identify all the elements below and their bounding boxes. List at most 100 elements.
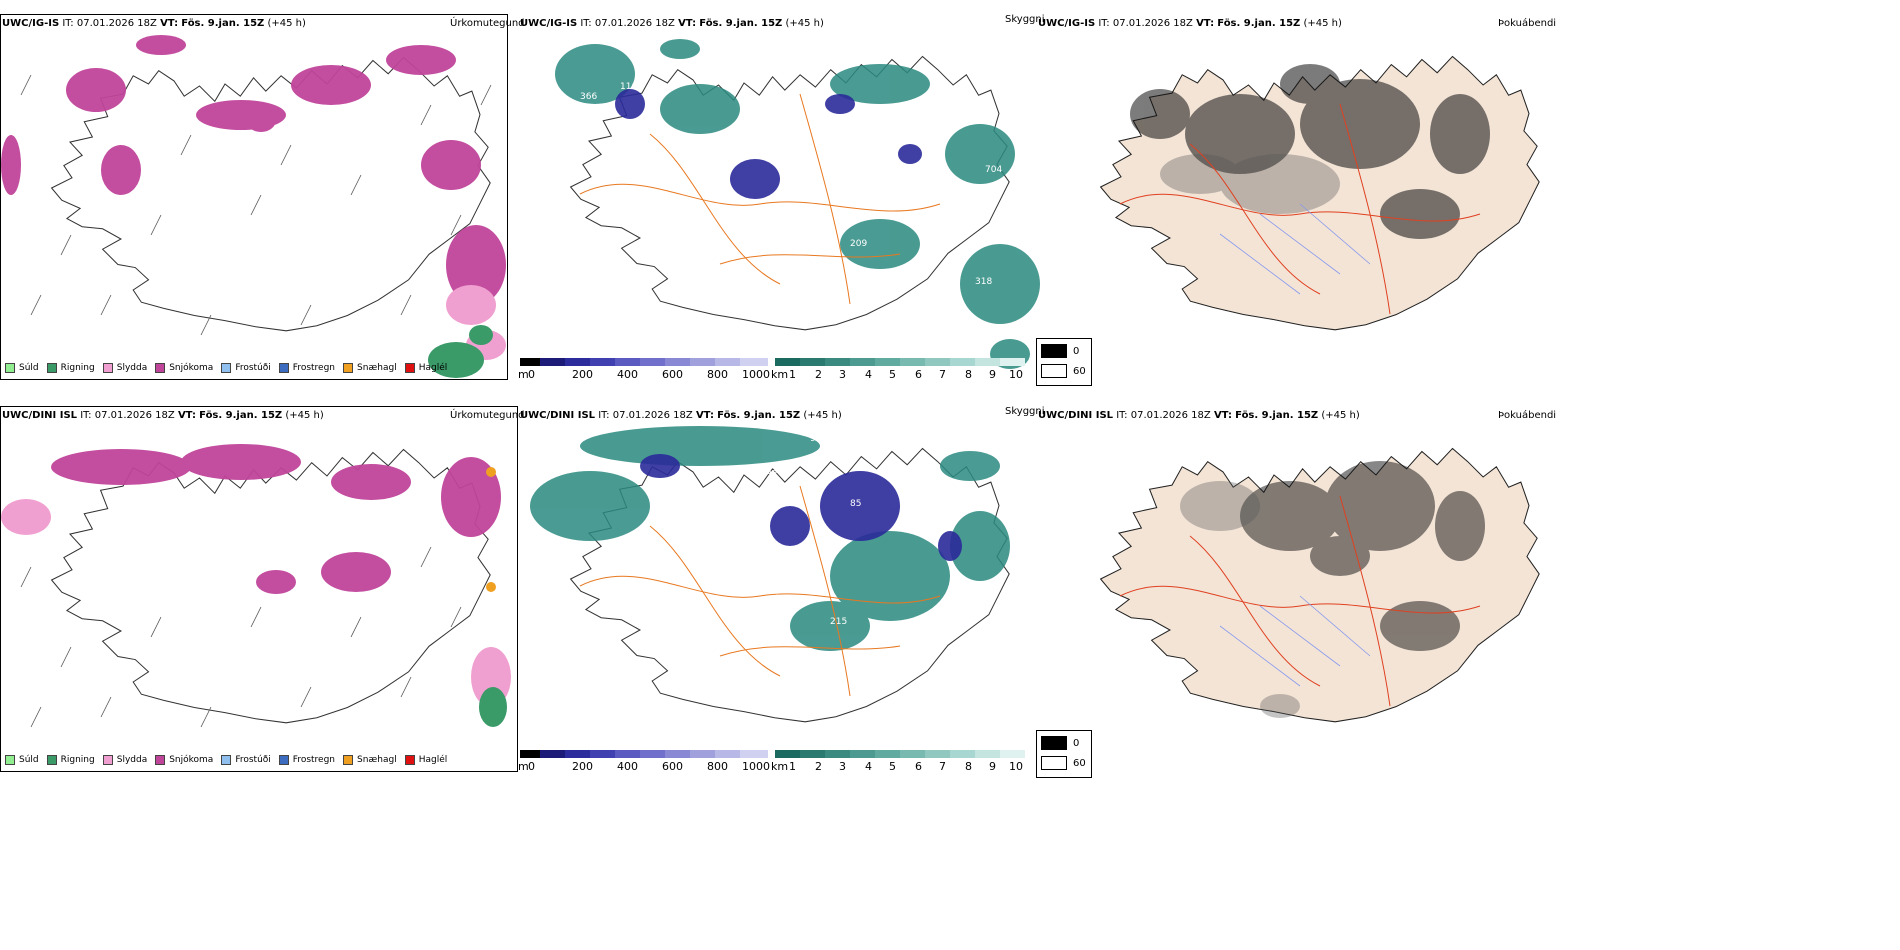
it-label: IT: <box>598 410 610 421</box>
fog-label: 0 <box>1073 737 1080 749</box>
visibility-tick: 5 <box>889 760 896 773</box>
fog-legend-row: 0 <box>1041 733 1087 753</box>
legend-label: Slydda <box>116 363 148 373</box>
header-visibility-top: UWC/IG-IS IT: 07.01.2026 18Z VT: Fös. 9.… <box>520 18 824 29</box>
fog-label: 60 <box>1073 365 1086 377</box>
visibility-scale <box>775 358 1025 366</box>
legend-swatch <box>155 363 166 373</box>
ceiling-unit: m <box>518 368 529 381</box>
fog-label: 60 <box>1073 757 1086 769</box>
visibility-tick: 10 <box>1009 368 1023 381</box>
ceiling-scale <box>520 358 768 366</box>
visibility-tick: 4 <box>865 368 872 381</box>
ceiling-tick: 400 <box>617 760 638 773</box>
legend-label: Frostregn <box>292 363 336 373</box>
ceiling-unit: m <box>518 760 529 773</box>
legend-label: Súld <box>19 755 39 765</box>
ceiling-tick: 800 <box>707 368 728 381</box>
precip-type-map-top <box>1 35 506 378</box>
vt-value: Fös. 9.jan. 15Z <box>699 18 783 29</box>
visibility-tick: 2 <box>815 760 822 773</box>
map-value-label: 215 <box>830 617 847 627</box>
model-name: UWC/IG-IS <box>1038 18 1096 29</box>
ceiling-tick: 200 <box>572 368 593 381</box>
legend-label: Haglél <box>418 755 448 765</box>
legend-label: Frostúði <box>235 363 271 373</box>
visibility-colorbar-bottom: km 1 2 3 4 5 6 7 8 9 10 <box>771 750 1025 773</box>
legend-item: Snæhagl <box>343 755 397 765</box>
panel-title-fog-top: Þokuábendi <box>1498 18 1557 29</box>
visibility-tick: 10 <box>1009 760 1023 773</box>
legend-label: Rigning <box>60 755 95 765</box>
legend-item: Frostúði <box>221 363 271 373</box>
map-value-label: 1163 <box>620 82 643 92</box>
map-value-label: 558 <box>600 461 617 471</box>
precip-type-panel-top: Súld Rigning Slydda Snjókoma Frostúði Fr… <box>0 14 508 380</box>
visibility-tick: 8 <box>965 760 972 773</box>
visibility-tick: 6 <box>915 368 922 381</box>
map-value-label: 318 <box>975 277 992 287</box>
precip-type-map-bottom <box>1 444 511 728</box>
visibility-tick: 7 <box>939 760 946 773</box>
legend-label: Haglél <box>418 363 448 373</box>
panel-title-visibility-top: Skyggni <box>1005 14 1045 25</box>
map-value-label: 253 <box>760 115 777 125</box>
visibility-tick: 4 <box>865 760 872 773</box>
model-name: UWC/DINI ISL <box>1038 410 1114 421</box>
header-visibility-bottom: UWC/DINI ISL IT: 07.01.2026 18Z VT: Fös.… <box>520 410 842 421</box>
legend-swatch <box>155 755 166 765</box>
fog-legend-row: 0 <box>1041 341 1087 361</box>
it-value: 07.01.2026 18Z <box>594 18 675 29</box>
model-name: UWC/DINI ISL <box>2 410 78 421</box>
legend-item: Slydda <box>102 755 147 765</box>
precip-type-panel-bottom: Súld Rigning Slydda Snjókoma Frostúði Fr… <box>0 406 518 772</box>
legend-label: Snjókoma <box>169 363 214 373</box>
fog-swatch-white <box>1041 364 1067 378</box>
legend-item: Frostregn <box>278 363 336 373</box>
legend-item: Rigning <box>46 363 95 373</box>
ceiling-tick: 200 <box>572 760 593 773</box>
legend-swatch <box>404 363 415 373</box>
panel-title-fog-bottom: Þokuábendi <box>1498 410 1557 421</box>
ceiling-tick: 400 <box>617 368 638 381</box>
legend-swatch <box>46 755 57 765</box>
visibility-unit: km <box>771 368 789 381</box>
header-fog-top: UWC/IG-IS IT: 07.01.2026 18Z VT: Fös. 9.… <box>1038 18 1342 29</box>
ceiling-tick: 600 <box>662 368 683 381</box>
vt-value: Fös. 9.jan. 15Z <box>1217 18 1301 29</box>
visibility-tick: 2 <box>815 368 822 381</box>
lead-time: (+45 h) <box>1303 18 1342 29</box>
fog-swatch-white <box>1041 756 1067 770</box>
legend-swatch <box>5 755 15 765</box>
it-label: IT: <box>80 410 92 421</box>
legend-swatch <box>343 755 354 765</box>
it-value: 07.01.2026 18Z <box>94 410 175 421</box>
visibility-map-top: 366 1163 253 140 988 704 209 318 <box>555 39 1040 369</box>
legend-item: Haglél <box>404 755 448 765</box>
model-name: UWC/IG-IS <box>520 18 578 29</box>
model-name: UWC/IG-IS <box>2 18 60 29</box>
legend-label: Snæhagl <box>357 363 397 373</box>
visibility-tick: 9 <box>989 760 996 773</box>
vt-label: VT: <box>678 18 697 29</box>
panel-title-visibility-bottom: Skyggni <box>1005 406 1045 417</box>
legend-label: Snjókoma <box>169 755 214 765</box>
fog-legend-row: 60 <box>1041 753 1087 773</box>
header-fog-bottom: UWC/DINI ISL IT: 07.01.2026 18Z VT: Fös.… <box>1038 410 1360 421</box>
ceiling-scale <box>520 750 768 758</box>
fog-legend-bottom: 0 60 <box>1036 730 1092 778</box>
vt-label: VT: <box>695 410 714 421</box>
vt-label: VT: <box>160 18 179 29</box>
legend-item: Snæhagl <box>343 363 397 373</box>
map-value-label: 975 <box>810 434 827 444</box>
legend-swatch <box>102 755 113 765</box>
legend-label: Frostúði <box>235 755 271 765</box>
visibility-tick: 3 <box>839 368 846 381</box>
legend-swatch <box>278 755 289 765</box>
lead-time: (+45 h) <box>1321 410 1360 421</box>
fog-legend-top: 0 60 <box>1036 338 1092 386</box>
vt-label: VT: <box>1213 410 1232 421</box>
ceiling-tick: 1000 <box>742 368 770 381</box>
header-precip-bottom: UWC/DINI ISL IT: 07.01.2026 18Z VT: Fös.… <box>2 410 324 421</box>
header-precip-top: UWC/IG-IS IT: 07.01.2026 18Z VT: Fös. 9.… <box>2 18 306 29</box>
